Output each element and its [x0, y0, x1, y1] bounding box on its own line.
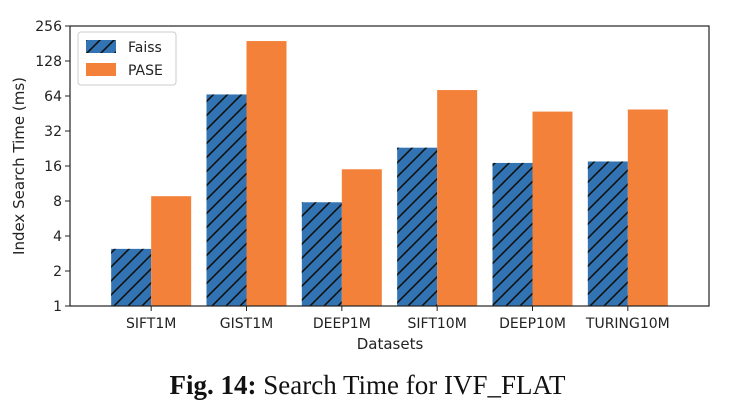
y-tick-label: 16 [44, 159, 62, 175]
bar-pase-sift1m [151, 196, 192, 306]
bar-hatch-faiss-deep1m [301, 202, 342, 306]
x-tick-label: GIST1M [220, 316, 273, 332]
y-tick-label: 8 [53, 194, 62, 210]
bars-group [111, 41, 668, 307]
y-tick-label: 32 [44, 124, 62, 140]
bar-pase-gist1m [246, 41, 287, 306]
y-tick-label: 64 [44, 89, 62, 105]
x-tick-label: TURING10M [585, 316, 670, 332]
bar-pase-deep10m [532, 111, 573, 307]
bar-hatch-faiss-turing10m [587, 161, 628, 306]
y-tick-label: 128 [35, 54, 62, 70]
x-tick-label: DEEP10M [499, 316, 566, 332]
bar-pase-sift10m [437, 90, 478, 306]
y-axis: 1 2 4 8 16 32 64 128 256 [35, 19, 70, 315]
bar-hatch-faiss-deep10m [492, 162, 533, 306]
caption-prefix: Fig. 14: [169, 370, 257, 400]
y-tick-label: 4 [53, 229, 62, 245]
legend-swatch-pase [86, 63, 116, 76]
y-tick-label: 2 [53, 264, 62, 280]
legend-label-pase: PASE [128, 63, 163, 79]
legend-label-faiss: Faiss [128, 40, 162, 56]
bar-hatch-faiss-gist1m [206, 94, 247, 307]
x-axis: SIFT1M GIST1M DEEP1M SIFT10M DEEP10M TURING10… [126, 306, 670, 332]
y-axis-label: Index Search Time (ms) [10, 77, 28, 255]
y-tick-label: 1 [53, 299, 62, 315]
x-tick-label: SIFT10M [408, 316, 467, 332]
x-axis-label: Datasets [357, 335, 424, 353]
x-tick-label: SIFT1M [126, 316, 176, 332]
bar-hatch-faiss-sift1m [111, 248, 152, 306]
bar-pase-deep1m [341, 169, 382, 306]
bar-hatch-faiss-sift10m [397, 147, 438, 306]
legend-swatch-faiss-hatch [86, 40, 116, 53]
y-tick-label: 256 [35, 19, 62, 35]
bar-pase-turing10m [627, 109, 668, 306]
caption-text: Search Time for IVF_FLAT [263, 370, 566, 400]
x-tick-label: DEEP1M [313, 316, 371, 332]
figure-caption: Fig. 14: Search Time for IVF_FLAT [0, 370, 735, 401]
legend: Faiss PASE [77, 31, 177, 86]
